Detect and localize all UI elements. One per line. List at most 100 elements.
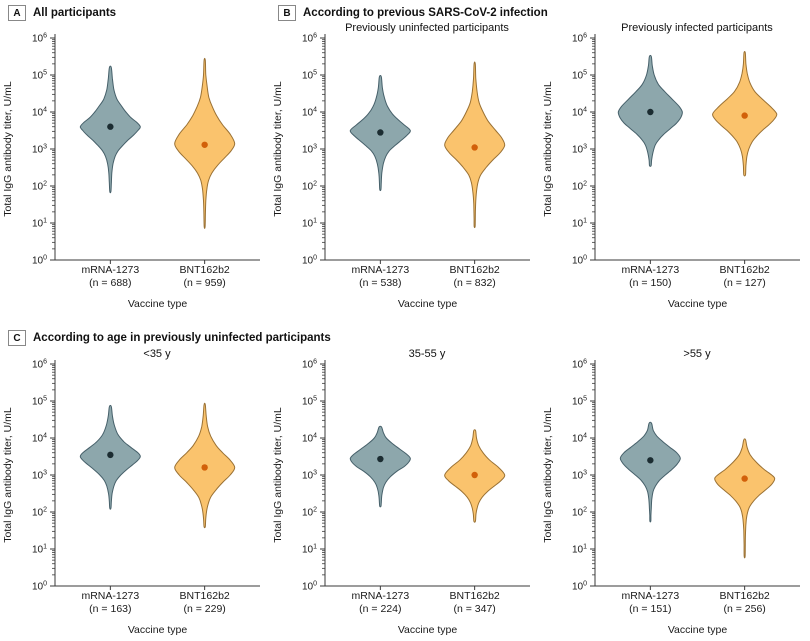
x-group-n: (n = 538): [359, 277, 401, 289]
x-group-label: mRNA-1273: [621, 590, 679, 602]
y-axis-ticks: 100 101 102 103 104 105 106: [572, 359, 595, 593]
y-tick-label: 106: [32, 359, 47, 371]
y-tick-label: 102: [302, 181, 317, 193]
x-group-n: (n = 224): [359, 603, 401, 615]
x-group-label: BNT162b2: [450, 590, 500, 602]
subplot-age-35-55: 100 101 102 103 104 105 106 Total IgG antibody …: [270, 356, 540, 640]
x-group-label: BNT162b2: [180, 590, 230, 602]
panel-a-tag: A: [8, 5, 26, 21]
y-tick-label: 100: [32, 255, 47, 267]
y-tick-label: 104: [32, 433, 47, 445]
median-dot-bnt162b2: [201, 141, 208, 148]
x-axis-label: Vaccine type: [668, 298, 727, 310]
y-axis-label: Total IgG antibody titer, U/mL: [2, 81, 14, 217]
violin-bnt162b2: [714, 438, 776, 559]
y-tick-label: 105: [302, 396, 317, 408]
y-tick-label: 100: [302, 581, 317, 593]
x-group-label: BNT162b2: [720, 264, 770, 276]
median-dot-bnt162b2: [471, 471, 478, 479]
y-tick-label: 103: [32, 470, 47, 482]
y-tick-label: 103: [302, 144, 317, 156]
y-tick-label: 106: [572, 359, 587, 371]
y-tick-label: 101: [302, 218, 317, 230]
y-axis-label: Total IgG antibody titer, U/mL: [272, 407, 284, 543]
y-tick-label: 105: [302, 70, 317, 82]
median-dot-mrna-1273: [377, 129, 384, 136]
panel-b-heading: B According to previous SARS-CoV-2 infec…: [278, 5, 548, 21]
y-axis-ticks: 100 101 102 103 104 105 106: [572, 33, 595, 267]
x-group-label: mRNA-1273: [81, 590, 139, 602]
y-tick-label: 105: [32, 70, 47, 82]
axes: [594, 360, 800, 587]
x-group-n: (n = 688): [89, 277, 131, 289]
violin-plot-svg: 100 101 102 103 104 105 106 Total IgG antibody …: [272, 33, 530, 310]
y-tick-label: 105: [32, 396, 47, 408]
median-dot-mrna-1273: [377, 455, 384, 463]
x-group-label: BNT162b2: [720, 590, 770, 602]
violin-mrna-1273: [349, 425, 411, 508]
y-tick-label: 106: [572, 33, 587, 45]
y-tick-label: 106: [302, 33, 317, 45]
y-axis-ticks: 100 101 102 103 104 105 106: [302, 33, 325, 267]
x-group-label: BNT162b2: [180, 264, 230, 276]
subplot-all-participants: 100 101 102 103 104 105 106 Total IgG antibody …: [0, 30, 270, 314]
y-tick-label: 101: [572, 218, 587, 230]
median-dot-mrna-1273: [647, 108, 654, 116]
x-group-label: mRNA-1273: [351, 264, 409, 276]
y-tick-label: 105: [572, 396, 587, 408]
axes: [594, 34, 800, 261]
x-group-n: (n = 959): [183, 277, 225, 289]
x-axis-label: Vaccine type: [398, 624, 457, 636]
x-group-n: (n = 150): [629, 277, 671, 289]
subtitle-over-55: >55 y: [683, 348, 711, 360]
median-dot-bnt162b2: [741, 475, 748, 482]
y-tick-label: 103: [302, 470, 317, 482]
y-axis-label: Total IgG antibody titer, U/mL: [2, 407, 14, 543]
panel-c-tag: C: [8, 330, 26, 346]
panel-c-title: According to age in previously uninfecte…: [33, 332, 331, 344]
x-group-label: mRNA-1273: [351, 590, 409, 602]
y-tick-label: 101: [32, 218, 47, 230]
panel-b-tag: B: [278, 5, 296, 21]
y-axis-ticks: 100 101 102 103 104 105 106: [32, 359, 55, 593]
median-dot-bnt162b2: [201, 464, 208, 471]
y-tick-label: 101: [302, 544, 317, 556]
x-axis-label: Vaccine type: [398, 298, 457, 310]
axes: [54, 360, 260, 587]
y-axis-label: Total IgG antibody titer, U/mL: [272, 81, 284, 217]
y-tick-label: 101: [32, 544, 47, 556]
axes: [324, 34, 530, 261]
y-tick-label: 103: [32, 144, 47, 156]
x-group-n: (n = 832): [453, 277, 495, 289]
y-tick-label: 102: [302, 507, 317, 519]
x-group-n: (n = 347): [453, 603, 495, 615]
y-tick-label: 102: [572, 507, 587, 519]
x-group-n: (n = 229): [183, 603, 225, 615]
subplot-previously-uninfected: 100 101 102 103 104 105 106 Total IgG antibody …: [270, 30, 540, 314]
violin-plot-svg: 100 101 102 103 104 105 106 Total IgG antibody …: [542, 33, 800, 310]
subplot-previously-infected: 100 101 102 103 104 105 106 Total IgG antibody …: [540, 30, 810, 314]
median-dot-bnt162b2: [471, 144, 478, 151]
y-tick-label: 100: [32, 581, 47, 593]
violin-mrna-1273: [619, 421, 681, 523]
x-group-label: mRNA-1273: [81, 264, 139, 276]
y-tick-label: 102: [32, 507, 47, 519]
y-axis-ticks: 100 101 102 103 104 105 106: [302, 359, 325, 593]
y-tick-label: 103: [572, 470, 587, 482]
x-group-n: (n = 163): [89, 603, 131, 615]
y-tick-label: 103: [572, 144, 587, 156]
violin-plot-svg: 100 101 102 103 104 105 106 Total IgG antibody …: [272, 359, 530, 636]
x-group-n: (n = 151): [629, 603, 671, 615]
median-dot-mrna-1273: [107, 451, 114, 459]
y-tick-label: 104: [572, 107, 587, 119]
median-dot-bnt162b2: [741, 112, 748, 119]
y-axis-ticks: 100 101 102 103 104 105 106: [32, 33, 55, 267]
y-tick-label: 104: [572, 433, 587, 445]
x-axis-label: Vaccine type: [128, 624, 187, 636]
x-group-n: (n = 127): [723, 277, 765, 289]
y-tick-label: 100: [572, 581, 587, 593]
panel-b-title: According to previous SARS-CoV-2 infecti…: [303, 7, 548, 19]
y-axis-label: Total IgG antibody titer, U/mL: [542, 407, 554, 543]
y-tick-label: 101: [572, 544, 587, 556]
y-tick-label: 105: [572, 70, 587, 82]
